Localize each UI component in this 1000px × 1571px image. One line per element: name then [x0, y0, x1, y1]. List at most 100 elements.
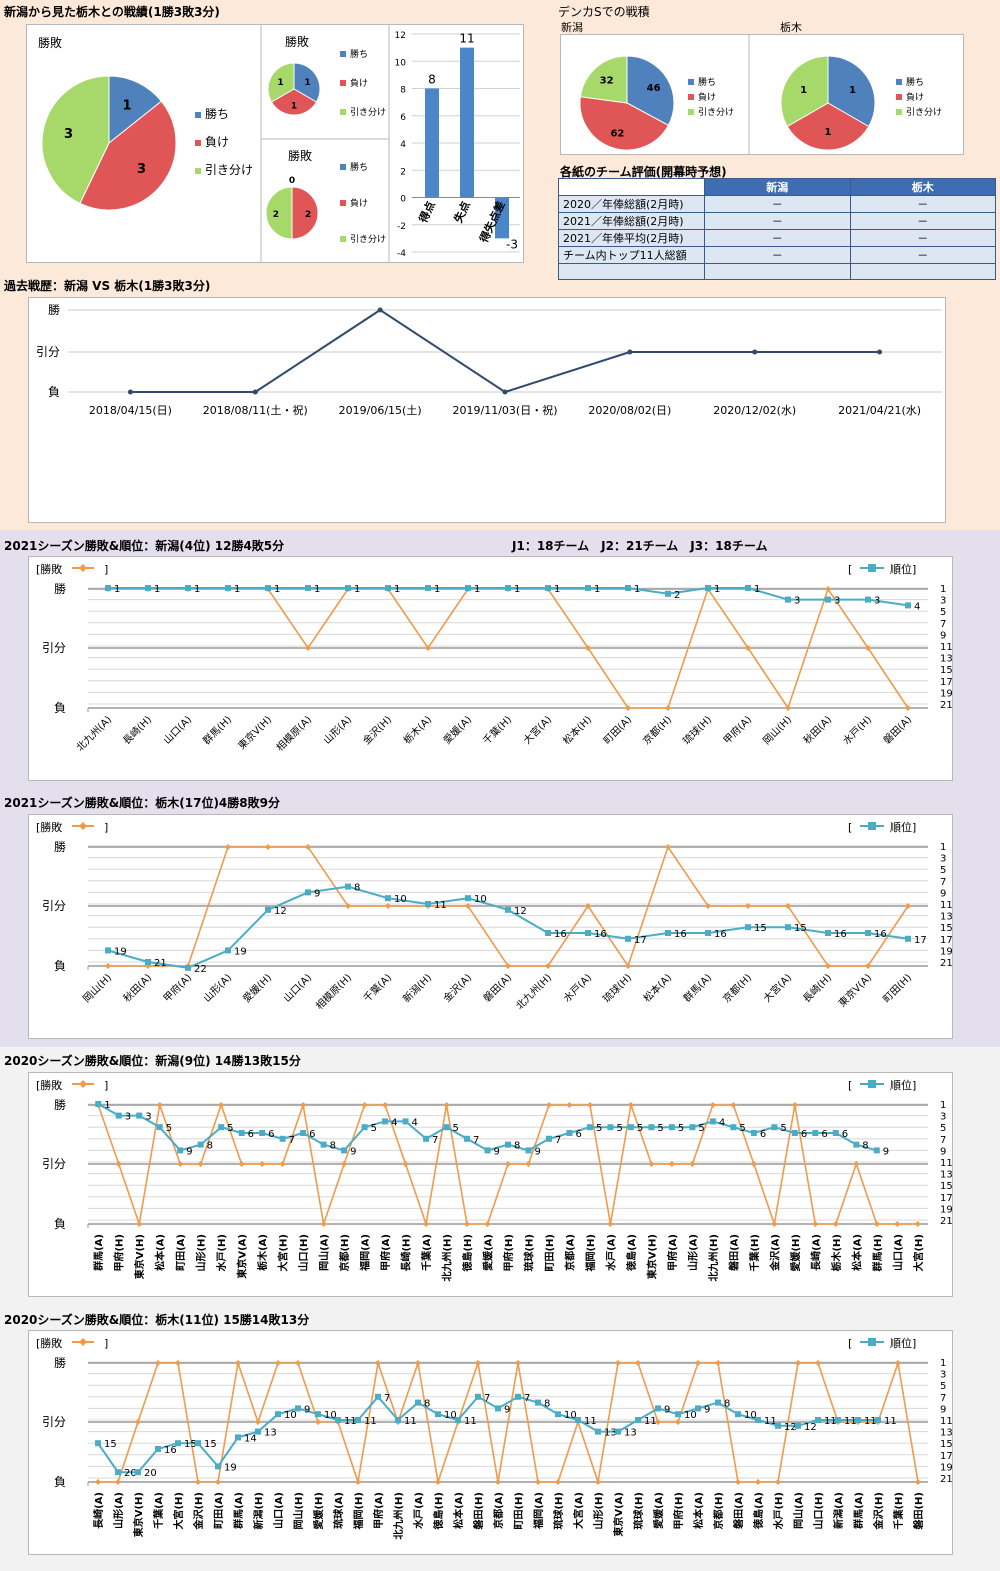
season3-rank-point: [423, 1135, 430, 1142]
season3-rank-label: 7: [555, 1135, 561, 1146]
season4-rank-label: 13: [604, 1428, 617, 1439]
season3-result-point: [709, 1102, 716, 1108]
season1-rank-point: [785, 596, 791, 603]
season3-rank-label: 9: [494, 1146, 500, 1157]
season4-rank-point: [735, 1411, 741, 1418]
season4-category-label: 群馬(A): [852, 1492, 865, 1529]
league-info: J1：18チーム J2：21チーム J3：18チーム: [512, 539, 768, 553]
season2-rank-label: 15: [794, 923, 807, 934]
season4-rank-label: 9: [664, 1404, 670, 1415]
season2-rank-point: [705, 930, 711, 936]
season3-result-point: [627, 1102, 634, 1108]
season2-result-point: [705, 903, 711, 909]
season2-rank-tick: 13: [940, 912, 953, 923]
season3-rank-point: [812, 1130, 819, 1136]
season3-result-point: [873, 1221, 880, 1227]
bar-ytick: -4: [397, 249, 406, 259]
bar-1: [460, 47, 474, 198]
season3-rank-point: [320, 1141, 327, 1148]
season3-category-label: 徳島(A): [625, 1234, 638, 1272]
season3-category-label: 京都(A): [563, 1234, 576, 1271]
season4-rank-point: [95, 1440, 101, 1447]
season3-result-point: [545, 1102, 552, 1108]
bar-ytick: 10: [395, 58, 407, 68]
season4-rank-tick: 19: [940, 1462, 953, 1473]
season4-category-label: 大宮(H): [172, 1492, 185, 1530]
season2-rank-point: [745, 924, 751, 931]
pie-small2-title: 勝敗: [288, 148, 312, 163]
season4-rank-point: [255, 1428, 261, 1435]
season3-rank-label: 9: [534, 1146, 540, 1157]
pie-main-legend-label: 負け: [205, 135, 229, 149]
season3-rank-tick: 15: [940, 1181, 953, 1192]
season4-rank-label: 11: [824, 1416, 837, 1427]
season3-category-label: 水戸(H): [215, 1234, 228, 1273]
season3-rank-point: [648, 1124, 655, 1131]
season1-result-point: [745, 645, 751, 651]
denka-tochigi-label: 栃木: [780, 21, 802, 34]
season3-result-point: [586, 1102, 593, 1108]
season3-category-label: 北九州(H): [707, 1234, 720, 1282]
season4-rank-label: 13: [264, 1428, 277, 1439]
season3-category-label: 水戸(A): [604, 1234, 617, 1272]
pie-main-legend-label: 勝ち: [205, 106, 229, 121]
season2-result-point: [305, 844, 311, 850]
season2-legend-wl-marker: [79, 822, 87, 830]
season3-result-point: [197, 1161, 204, 1167]
season3-result-point: [218, 1102, 225, 1108]
pie-small1-title: 勝敗: [285, 34, 309, 49]
season4-rank-tick: 5: [940, 1381, 946, 1392]
season3-category-label: 甲府(H): [113, 1234, 126, 1272]
season3-legend-rank: 順位]: [890, 1078, 916, 1092]
season3-legend-wl: [勝敗: [36, 1078, 62, 1092]
season1-rank-point: [545, 585, 551, 591]
season4-rank-point: [275, 1411, 281, 1418]
season3-rank-label: 5: [739, 1123, 745, 1134]
season4-result-point: [135, 1419, 141, 1425]
season3-legend-rank-open: [: [848, 1079, 852, 1092]
season3-category-label: 東京V(H): [133, 1234, 146, 1279]
season-title-1: 2021シーズン勝敗&順位：新潟(4位) 12勝4敗5分: [4, 539, 285, 553]
season4-ylabel: 負: [54, 1475, 66, 1489]
bar-0: [425, 88, 439, 198]
season2-ylabel: 引分: [42, 899, 66, 913]
season3-result-point: [771, 1221, 778, 1227]
season4-result-point: [635, 1360, 641, 1366]
season4-rank-label: 11: [404, 1416, 417, 1427]
season4-rank-point: [675, 1411, 681, 1418]
season4-rank-point: [535, 1399, 541, 1406]
season4-rank-label: 19: [224, 1462, 237, 1473]
season4-category-label: 町田(A): [213, 1492, 225, 1529]
season1-result-point: [625, 705, 631, 711]
season4-category-label: 山口(A): [272, 1492, 285, 1529]
season2-result-point: [665, 844, 671, 850]
history-point: [752, 349, 758, 355]
season4-category-label: 甲府(H): [672, 1492, 685, 1530]
season3-category-label: 甲府(H): [502, 1234, 515, 1272]
season4-result-point: [315, 1419, 321, 1425]
season2-category-label: 岡山(H): [81, 972, 115, 1006]
season2-category-label: 琉球(H): [600, 971, 634, 1005]
season4-rank-point: [435, 1411, 441, 1418]
season2-category-label: 秋田(A): [120, 971, 154, 1005]
season1-category-label: 秋田(A): [800, 713, 834, 747]
eval-header-blank: [558, 178, 705, 196]
season1-result-point: [785, 705, 791, 711]
season1-rank-point: [665, 590, 671, 597]
denka-niigata-pie-slice: [626, 55, 675, 126]
pie-small1-legend-swatch: [340, 51, 346, 57]
season4-rank-tick: 17: [940, 1451, 953, 1462]
season3-result-point: [484, 1221, 491, 1227]
season4-rank-point: [135, 1469, 141, 1476]
season3-ylabel: 負: [54, 1217, 66, 1231]
season3-rank-label: 3: [125, 1112, 131, 1123]
season4-result-point: [775, 1479, 781, 1485]
season1-rank-label: 1: [754, 584, 760, 595]
season4-rank-label: 10: [564, 1410, 577, 1421]
season4-category-label: 群馬(A): [232, 1492, 245, 1529]
season3-rank-tick: 7: [940, 1135, 946, 1146]
season4-category-label: 山形(A): [112, 1492, 125, 1529]
season3-rank-point: [238, 1130, 245, 1136]
season2-rank-label: 15: [754, 923, 767, 934]
season4-rank-point: [335, 1417, 341, 1423]
